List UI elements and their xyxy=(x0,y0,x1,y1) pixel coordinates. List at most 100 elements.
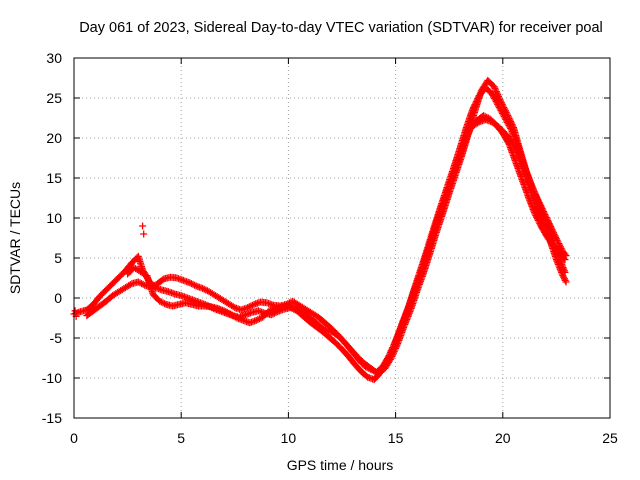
data-point-outliers xyxy=(139,222,147,230)
data-point-track-d xyxy=(511,145,519,153)
data-point-track-d xyxy=(561,276,569,284)
data-point-track-c xyxy=(157,298,165,306)
data-point-track-d xyxy=(512,147,520,155)
data-point-track-c xyxy=(496,96,504,104)
data-point-track-a xyxy=(533,215,541,223)
y-tick-label: 10 xyxy=(46,210,62,226)
data-point-track-c xyxy=(388,352,396,360)
data-point-track-c xyxy=(497,99,505,107)
data-point-track-c xyxy=(504,112,512,120)
data-point-track-b xyxy=(248,301,256,309)
data-point-track-b xyxy=(229,303,237,311)
data-point-track-c xyxy=(505,115,513,123)
data-point-track-c xyxy=(156,297,164,305)
x-tick-label: 25 xyxy=(602,430,618,446)
data-point-track-c xyxy=(502,108,510,116)
data-point-track-b xyxy=(126,281,134,289)
data-point-track-c xyxy=(507,119,515,127)
data-point-track-c xyxy=(255,315,263,323)
x-axis-label: GPS time / hours xyxy=(287,457,394,473)
y-tick-label: 5 xyxy=(54,250,62,266)
data-point-track-c xyxy=(252,316,260,324)
data-point-outliers xyxy=(140,230,148,238)
data-point-track-d xyxy=(513,150,521,158)
data-point-track-b xyxy=(202,286,210,294)
data-point-track-c xyxy=(498,100,506,108)
y-tick-label: 20 xyxy=(46,130,62,146)
data-point-track-c xyxy=(222,308,230,316)
data-point-track-b xyxy=(134,278,142,286)
data-point-track-d xyxy=(510,144,518,152)
data-point-track-c xyxy=(491,84,499,92)
data-point-track-c xyxy=(495,92,503,100)
data-point-track-b xyxy=(562,252,570,260)
y-tick-label: 25 xyxy=(46,90,62,106)
data-point-track-c xyxy=(494,91,502,99)
data-point-track-c xyxy=(492,86,500,94)
data-point-track-c xyxy=(389,351,397,359)
data-point-track-a xyxy=(532,212,540,220)
data-point-track-c xyxy=(368,366,376,374)
data-point-track-c xyxy=(500,104,508,112)
data-point-track-c xyxy=(503,110,511,118)
data-point-track-c xyxy=(506,116,514,124)
data-point-outliers xyxy=(71,307,79,315)
y-tick-label: 15 xyxy=(46,170,62,186)
data-point-track-c xyxy=(497,97,505,105)
data-point-track-d xyxy=(512,148,520,156)
y-tick-label: -10 xyxy=(42,370,62,386)
chart-title: Day 061 of 2023, Sidereal Day-to-day VTE… xyxy=(79,20,603,36)
data-point-track-b xyxy=(139,280,147,288)
y-axis-label: SDTVAR / TECUs xyxy=(7,182,23,294)
plot-frame xyxy=(73,57,611,419)
data-point-track-b xyxy=(199,284,207,292)
data-point-track-d xyxy=(560,273,568,281)
data-point-track-c xyxy=(254,316,262,324)
y-tick-label: -15 xyxy=(42,410,62,426)
data-point-track-b xyxy=(489,92,497,99)
data-point-track-c xyxy=(161,300,169,308)
data-point-track-c xyxy=(393,341,401,349)
data-point-track-c xyxy=(365,364,373,372)
data-point-track-b xyxy=(136,279,144,287)
data-point-track-b xyxy=(191,281,199,289)
data-point-track-c xyxy=(501,105,509,113)
x-tick-label: 10 xyxy=(281,430,297,446)
data-point-track-d xyxy=(508,139,516,147)
data-point-track-c xyxy=(387,354,395,362)
data-point-track-b xyxy=(200,285,208,293)
x-tick-label: 5 xyxy=(177,430,185,446)
y-tick-label: -5 xyxy=(50,330,63,346)
data-point-track-d xyxy=(507,137,515,145)
data-point-track-d xyxy=(560,275,568,283)
data-point-track-d xyxy=(562,278,570,286)
data-point-track-b xyxy=(488,90,496,98)
data-point-track-c xyxy=(492,88,500,96)
data-point-track-b xyxy=(247,302,255,310)
data-point-track-c xyxy=(321,326,329,334)
data-point-track-c xyxy=(508,121,516,129)
data-point-track-c xyxy=(505,113,513,121)
data-point-track-c xyxy=(386,355,394,363)
data-point-track-c xyxy=(509,122,517,130)
data-point-track-c xyxy=(362,363,370,371)
data-point-track-c xyxy=(231,313,239,321)
data-point-track-c xyxy=(499,102,507,110)
x-tick-label: 15 xyxy=(388,430,404,446)
data-point-track-c xyxy=(370,367,378,375)
data-point-track-d xyxy=(474,119,482,127)
data-point-track-c xyxy=(392,344,400,352)
y-tick-label: 0 xyxy=(54,290,62,306)
data-point-track-c xyxy=(495,94,503,102)
data-point-track-c xyxy=(363,364,371,372)
data-point-track-d xyxy=(559,272,567,280)
data-point-track-b xyxy=(245,303,253,311)
data-point-track-b xyxy=(138,280,146,288)
data-point-track-c xyxy=(501,107,509,115)
data-point-track-c xyxy=(493,89,501,97)
data-point-track-c xyxy=(366,365,374,373)
data-point-track-a xyxy=(531,210,539,218)
data-point-track-c xyxy=(389,349,397,357)
